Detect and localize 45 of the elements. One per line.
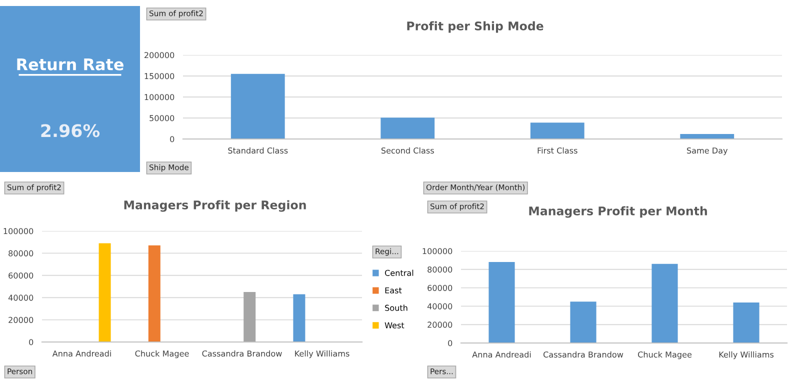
legend-label: East bbox=[385, 287, 402, 294]
chart-title: Profit per Ship Mode bbox=[407, 21, 544, 33]
bar bbox=[733, 302, 760, 343]
y-tick-label: 0 bbox=[448, 340, 452, 346]
y-tick-label: 20000 bbox=[8, 316, 34, 323]
x-tick-label: Cassandra Brandow bbox=[543, 351, 624, 358]
x-tick-label: Same Day bbox=[686, 147, 728, 156]
y-tick-label: 60000 bbox=[428, 284, 452, 291]
bar bbox=[652, 264, 678, 343]
x-tick-label: First Class bbox=[538, 147, 578, 154]
y-tick-label: 150000 bbox=[144, 73, 174, 80]
y-tick-label: 50000 bbox=[150, 115, 174, 122]
y-tick-label: 80000 bbox=[428, 266, 452, 273]
y-tick-label: 100000 bbox=[4, 228, 34, 234]
text: Return Rate bbox=[17, 58, 124, 70]
x-tick-label: Anna Andreadi bbox=[52, 350, 111, 357]
x-tick-label: Standard Class bbox=[228, 147, 288, 154]
x-tick-label: Chuck Magee bbox=[135, 350, 189, 358]
legend-label: South bbox=[385, 304, 408, 311]
bar bbox=[380, 118, 435, 139]
bar bbox=[230, 74, 285, 139]
text: 2.96% bbox=[41, 124, 100, 138]
bar bbox=[530, 122, 584, 139]
y-tick-label: 20000 bbox=[428, 322, 452, 328]
bar bbox=[570, 302, 596, 343]
y-tick-label: 40000 bbox=[8, 294, 34, 301]
y-tick-label: 100000 bbox=[422, 248, 452, 254]
y-tick-label: 0 bbox=[29, 339, 34, 346]
x-tick-label: Chuck Magee bbox=[638, 351, 692, 360]
chart-title: Managers Profit per Region bbox=[124, 200, 306, 212]
legend-label: Central bbox=[384, 270, 414, 276]
chart-title: Managers Profit per Month bbox=[529, 206, 707, 218]
x-tick-label: Cassandra Brandow bbox=[202, 350, 282, 357]
y-tick-label: 60000 bbox=[8, 272, 34, 279]
legend-label: West bbox=[384, 322, 404, 328]
y-tick-label: 100000 bbox=[144, 94, 174, 100]
y-tick-label: 200000 bbox=[144, 52, 174, 58]
y-tick-label: 0 bbox=[170, 136, 174, 142]
y-tick-label: 40000 bbox=[427, 303, 452, 310]
x-tick-label: Second Class bbox=[381, 147, 434, 154]
x-tick-label: Kelly Williams bbox=[295, 350, 350, 358]
x-tick-label: Kelly Williams bbox=[719, 351, 774, 360]
bar bbox=[488, 262, 515, 343]
x-tick-label: Anna Andreadi bbox=[472, 351, 531, 358]
y-tick-label: 80000 bbox=[8, 250, 34, 256]
